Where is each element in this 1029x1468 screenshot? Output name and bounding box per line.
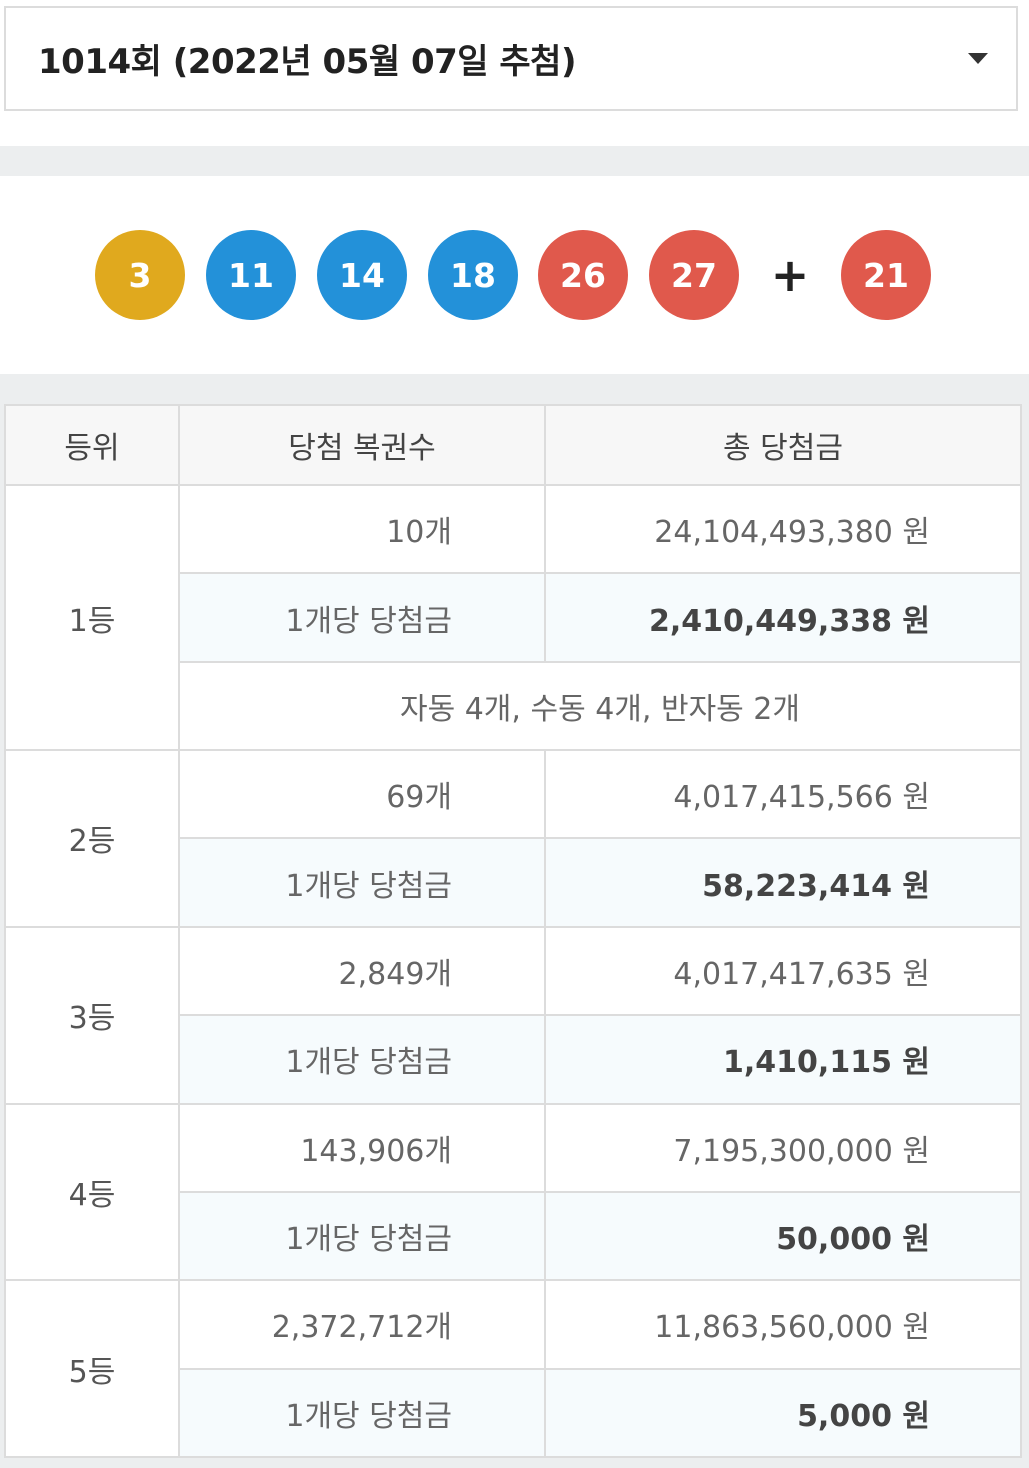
lotto-ball: 14 (317, 230, 407, 320)
plus-icon: + (770, 248, 810, 302)
selection-type-note: 자동 4개, 수동 4개, 반자동 2개 (178, 660, 1022, 752)
table-row: 5등 2,372,712개 11,863,560,000 원 (4, 1279, 1022, 1458)
per-ticket-prize-cell: 50,000 원 (544, 1190, 1022, 1282)
total-prize-cell: 7,195,300,000 원 (544, 1102, 1022, 1193)
bonus-ball: 21 (841, 230, 931, 320)
prize-table: 등위 당첨 복권수 총 당첨금 1등 10개 24,104,493,380 원 … (4, 404, 1022, 1459)
rank-cell: 4등 (4, 1102, 180, 1282)
draw-select-area: 1014회 (2022년 05월 07일 추첨) (0, 0, 1029, 146)
rank-cell: 2등 (4, 749, 180, 928)
per-ticket-label: 1개당 당첨금 (178, 1367, 546, 1459)
per-ticket-label: 1개당 당첨금 (178, 837, 546, 928)
table-row: 1개당 당첨금 50,000 원 (5, 1190, 1022, 1282)
lotto-ball: 26 (538, 230, 628, 320)
table-row: 1개당 당첨금 5,000 원 (5, 1367, 1022, 1459)
draw-select-dropdown[interactable]: 1014회 (2022년 05월 07일 추첨) (4, 6, 1018, 111)
draw-select-label: 1014회 (2022년 05월 07일 추첨) (38, 42, 577, 82)
per-ticket-prize-cell: 5,000 원 (544, 1367, 1022, 1459)
rank-cell: 1등 (4, 483, 180, 752)
ticket-count-cell: 69개 (178, 749, 546, 840)
total-prize-cell: 11,863,560,000 원 (544, 1279, 1022, 1370)
per-ticket-prize-cell: 2,410,449,338 원 (544, 572, 1022, 663)
per-ticket-label: 1개당 당첨금 (178, 1190, 546, 1282)
ticket-count-cell: 143,906개 (178, 1102, 546, 1193)
winning-numbers: 3 11 14 18 26 27 + 21 (0, 176, 1029, 374)
total-prize-cell: 4,017,415,566 원 (544, 749, 1022, 840)
header-total-prize: 총 당첨금 (544, 404, 1022, 486)
lotto-ball: 3 (95, 230, 185, 320)
lotto-ball: 18 (428, 230, 518, 320)
table-row: 1개당 당첨금 2,410,449,338 원 (5, 572, 1022, 663)
table-row: 3등 2,849개 4,017,417,635 원 (4, 925, 1022, 1105)
per-ticket-prize-cell: 1,410,115 원 (544, 1014, 1022, 1105)
header-rank: 등위 (4, 404, 180, 486)
header-ticket-count: 당첨 복권수 (178, 404, 546, 486)
ticket-count-cell: 2,849개 (178, 925, 546, 1017)
table-header-row: 등위 당첨 복권수 총 당첨금 (4, 404, 1022, 486)
table-row: 4등 143,906개 7,195,300,000 원 (4, 1102, 1022, 1282)
rank-cell: 5등 (4, 1279, 180, 1458)
total-prize-cell: 4,017,417,635 원 (544, 925, 1022, 1017)
chevron-down-icon[interactable] (968, 53, 988, 64)
rank-cell: 3등 (4, 925, 180, 1105)
table-row: 자동 4개, 수동 4개, 반자동 2개 (5, 660, 1022, 752)
table-row: 1등 10개 24,104,493,380 원 (4, 483, 1022, 752)
lotto-ball: 11 (206, 230, 296, 320)
table-row: 1개당 당첨금 58,223,414 원 (5, 837, 1022, 928)
total-prize-cell: 24,104,493,380 원 (544, 483, 1022, 575)
ticket-count-cell: 10개 (178, 483, 546, 575)
per-ticket-label: 1개당 당첨금 (178, 572, 546, 663)
lotto-ball: 27 (649, 230, 739, 320)
table-row: 1개당 당첨금 1,410,115 원 (5, 1014, 1022, 1105)
table-row: 2등 69개 4,017,415,566 원 (4, 749, 1022, 928)
ticket-count-cell: 2,372,712개 (178, 1279, 546, 1370)
per-ticket-label: 1개당 당첨금 (178, 1014, 546, 1105)
per-ticket-prize-cell: 58,223,414 원 (544, 837, 1022, 928)
